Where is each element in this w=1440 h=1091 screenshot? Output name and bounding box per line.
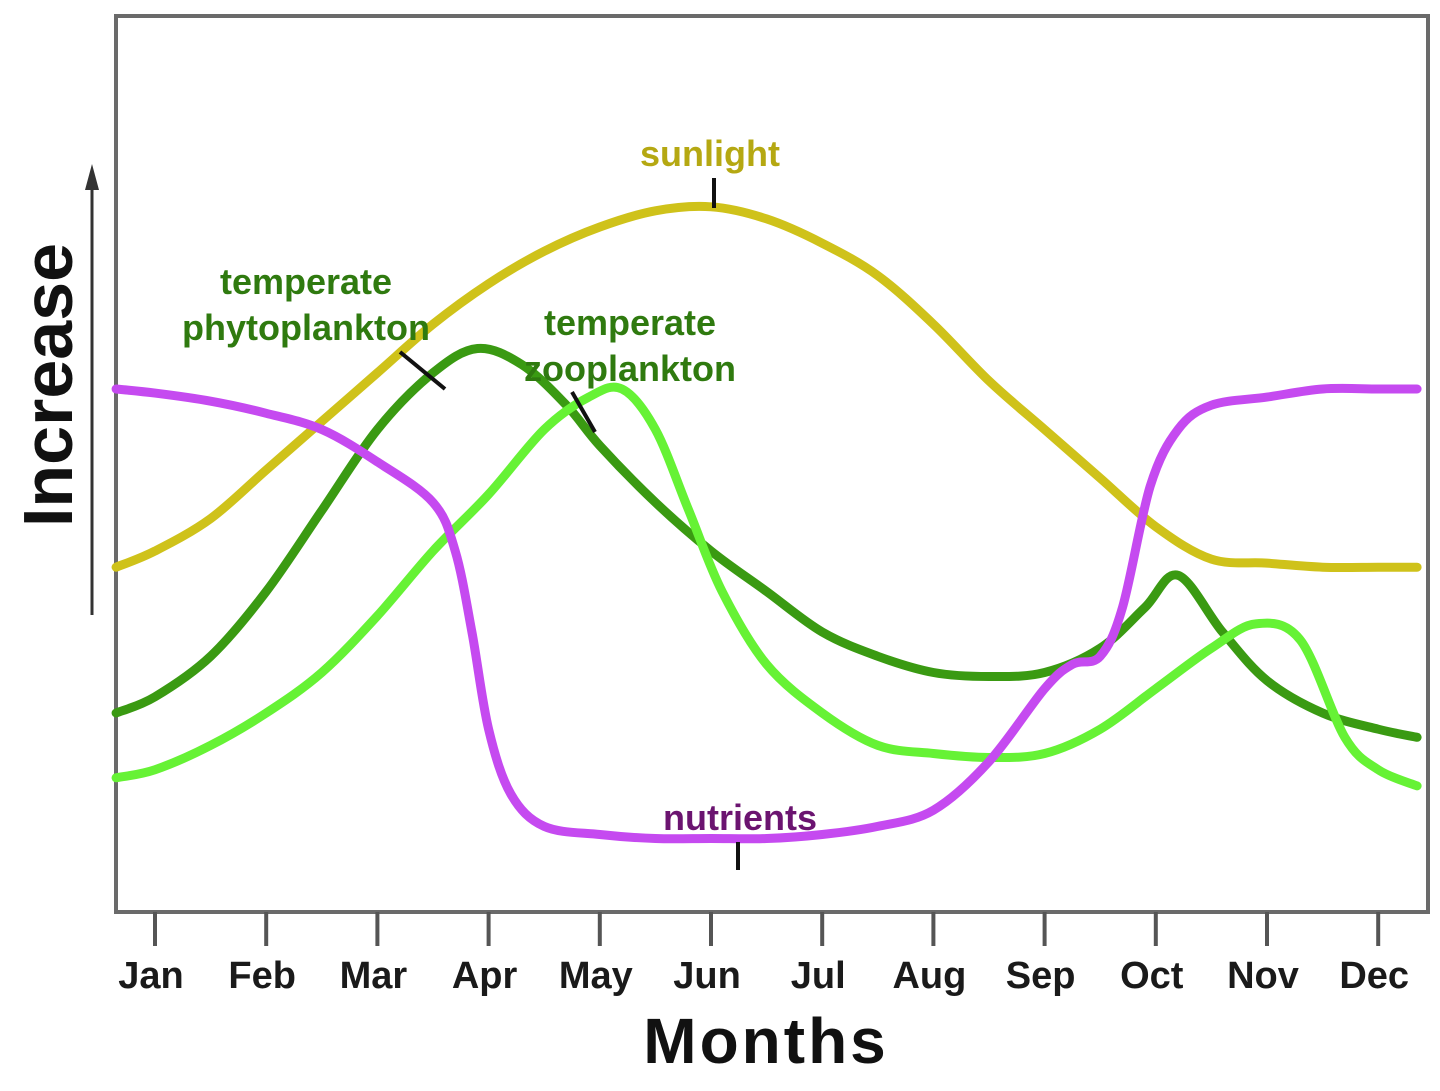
- x-tick-label-aug: Aug: [892, 955, 966, 997]
- series-line-temperate-phytoplankton: [111, 343, 1422, 742]
- series-label-temperate-phytoplankton-line-1: temperate: [220, 261, 392, 302]
- x-tick-label-dec: Dec: [1339, 955, 1409, 997]
- x-tick-label-jul: Jul: [791, 955, 846, 997]
- series-line-nutrients: [111, 383, 1422, 844]
- x-tick-label-may: May: [559, 955, 633, 997]
- x-tick-label-feb: Feb: [228, 955, 296, 997]
- series-labels: sunlight temperate phytoplankton temperate z…: [182, 133, 817, 838]
- series-curves: [111, 201, 1422, 844]
- series-label-temperate-zooplankton-line-1: temperate: [544, 302, 716, 343]
- series-label-nutrients: nutrients: [663, 797, 817, 838]
- x-tick-label-oct: Oct: [1120, 955, 1184, 997]
- series-label-sunlight: sunlight: [640, 133, 780, 174]
- x-axis-ticks: [153, 912, 1381, 946]
- series-line-temperate-zooplankton: [111, 382, 1422, 791]
- leader-temperate-phytoplankton: [398, 350, 447, 391]
- y-axis-label: Increase: [9, 243, 87, 527]
- x-tick-label-jun: Jun: [673, 955, 741, 997]
- series-label-temperate-zooplankton-line-2: zooplankton: [524, 348, 736, 389]
- x-tick-label-mar: Mar: [340, 955, 408, 997]
- x-tick-label-jan: Jan: [118, 955, 183, 997]
- x-tick-label-nov: Nov: [1227, 955, 1299, 997]
- x-axis-label: Months: [643, 1005, 889, 1077]
- x-tick-label-sep: Sep: [1006, 955, 1076, 997]
- x-tick-label-apr: Apr: [452, 955, 518, 997]
- x-axis-tick-labels: Jan Feb Mar Apr May Jun Jul Aug Sep Oct Nov Dec: [118, 955, 1409, 997]
- series-line-sunlight: [111, 201, 1422, 573]
- label-leaders: [398, 178, 740, 870]
- plot-frame: [114, 14, 1430, 914]
- series-label-temperate-phytoplankton-line-2: phytoplankton: [182, 307, 430, 348]
- leader-temperate-zooplankton: [570, 391, 597, 433]
- y-axis-arrow: [85, 164, 99, 615]
